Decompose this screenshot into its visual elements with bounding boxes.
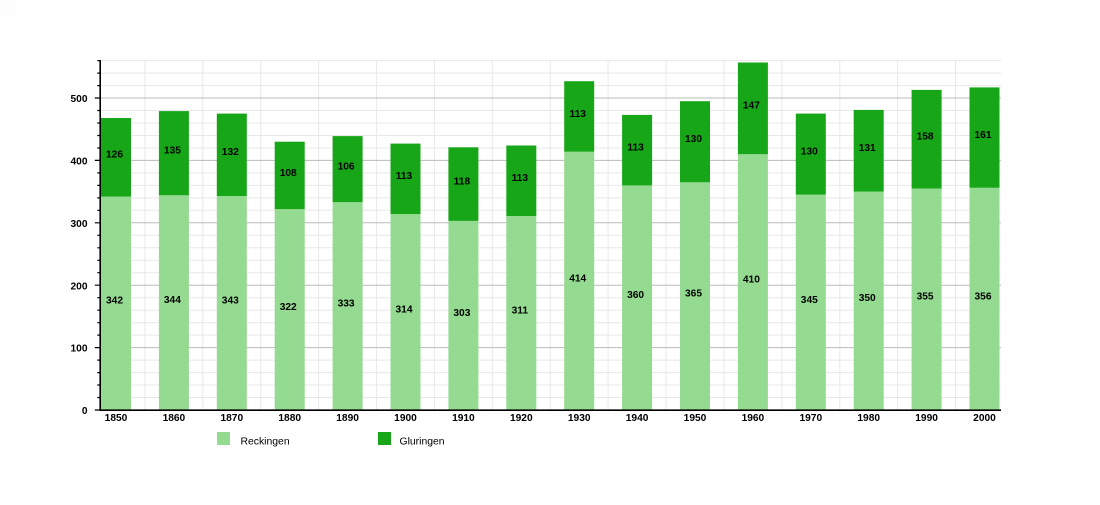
svg-text:322: 322 [280,302,297,313]
svg-text:500: 500 [71,94,88,105]
svg-text:113: 113 [569,109,586,120]
svg-text:2000: 2000 [973,413,996,424]
svg-text:345: 345 [801,295,818,306]
svg-text:Reckingen: Reckingen [241,437,290,448]
svg-text:158: 158 [917,132,934,143]
svg-text:1920: 1920 [510,413,533,424]
svg-text:126: 126 [106,150,123,161]
svg-text:132: 132 [222,147,239,158]
svg-text:350: 350 [859,293,876,304]
svg-text:333: 333 [338,299,355,310]
svg-text:Gluringen: Gluringen [400,437,445,448]
svg-text:113: 113 [396,171,413,182]
svg-text:108: 108 [280,168,297,179]
svg-text:113: 113 [627,143,644,154]
svg-text:1970: 1970 [799,413,822,424]
svg-text:1930: 1930 [568,413,591,424]
svg-text:356: 356 [975,291,992,302]
svg-text:1860: 1860 [163,413,186,424]
svg-text:1950: 1950 [684,413,707,424]
svg-text:130: 130 [801,147,818,158]
svg-text:311: 311 [512,305,529,316]
svg-text:200: 200 [71,281,88,292]
svg-text:360: 360 [627,290,644,301]
svg-text:118: 118 [454,177,471,188]
svg-text:314: 314 [396,304,413,315]
svg-text:106: 106 [338,162,355,173]
svg-text:1960: 1960 [742,413,765,424]
svg-text:135: 135 [164,146,181,157]
svg-text:1900: 1900 [394,413,417,424]
svg-text:113: 113 [512,173,529,184]
svg-text:300: 300 [71,219,88,230]
svg-text:343: 343 [222,295,239,306]
svg-text:0: 0 [82,406,88,417]
svg-text:1980: 1980 [857,413,880,424]
svg-text:400: 400 [71,157,88,168]
svg-text:1910: 1910 [452,413,475,424]
svg-text:1850: 1850 [105,413,128,424]
svg-text:131: 131 [859,143,876,154]
svg-text:161: 161 [975,130,992,141]
svg-text:410: 410 [743,275,760,286]
svg-text:100: 100 [71,344,88,355]
svg-text:365: 365 [685,289,702,300]
svg-text:130: 130 [685,134,702,145]
svg-text:1870: 1870 [220,413,243,424]
svg-text:1890: 1890 [336,413,359,424]
svg-text:1880: 1880 [278,413,301,424]
svg-text:1990: 1990 [915,413,938,424]
svg-text:344: 344 [164,295,181,306]
svg-text:414: 414 [569,273,586,284]
svg-text:355: 355 [917,292,934,303]
svg-text:1940: 1940 [626,413,649,424]
svg-text:303: 303 [453,308,470,319]
svg-text:147: 147 [743,101,760,112]
svg-text:342: 342 [106,296,123,307]
